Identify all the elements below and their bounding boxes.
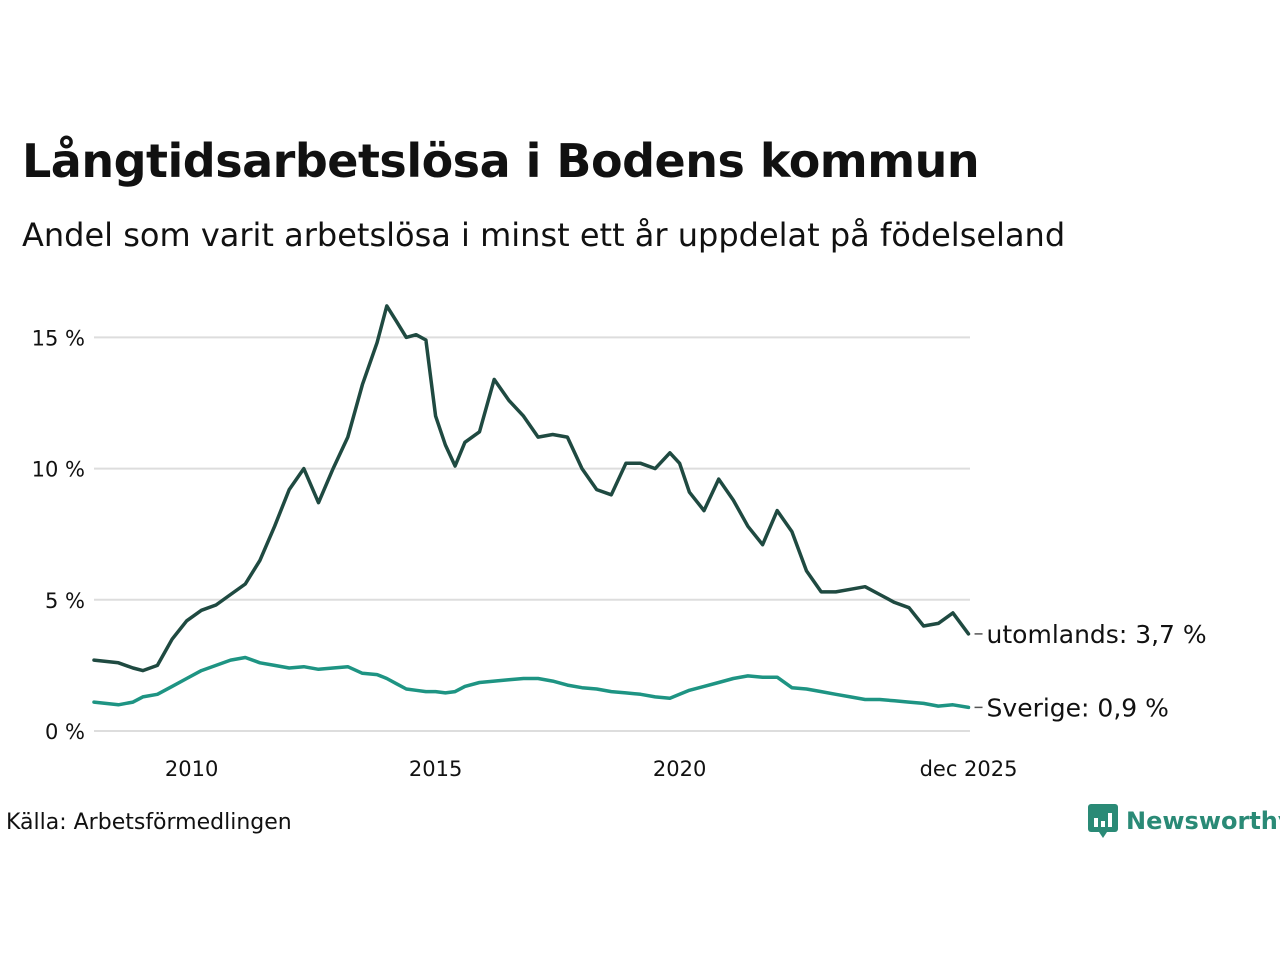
gridlines (94, 336, 970, 732)
end-label-sverige: Sverige: 0,9 % (987, 693, 1169, 722)
newsworthy-logo: Newsworthy (1088, 804, 1280, 838)
x-tick-label: dec 2025 (920, 757, 1018, 781)
x-tick-label: 2015 (409, 757, 462, 781)
y-tick-label: 15 % (32, 326, 85, 350)
y-tick-label: 5 % (45, 589, 85, 613)
series-line-sverige (92, 655, 971, 710)
x-tick-label: 2020 (653, 757, 706, 781)
series-lines (92, 304, 971, 710)
chart-title: Långtidsarbetslösa i Bodens kommun (22, 134, 980, 188)
y-tick-label: 10 % (32, 458, 85, 482)
series-end-labels: utomlands: 3,7 % Sverige: 0,9 % (974, 620, 1207, 722)
x-axis: 2010 2015 2020 dec 2025 (165, 757, 1018, 781)
newsworthy-logo-icon (1088, 804, 1118, 838)
x-tick-label: 2010 (165, 757, 218, 781)
y-tick-label: 0 % (45, 720, 85, 744)
newsworthy-brand-text: Newsworthy (1126, 807, 1280, 835)
end-label-utomlands: utomlands: 3,7 % (987, 620, 1207, 649)
series-line-utomlands (92, 304, 971, 673)
y-axis: 0 % 5 % 10 % 15 % (32, 326, 85, 744)
chart-subtitle: Andel som varit arbetslösa i minst ett å… (22, 216, 1066, 254)
source-note: Källa: Arbetsförmedlingen (6, 810, 292, 835)
